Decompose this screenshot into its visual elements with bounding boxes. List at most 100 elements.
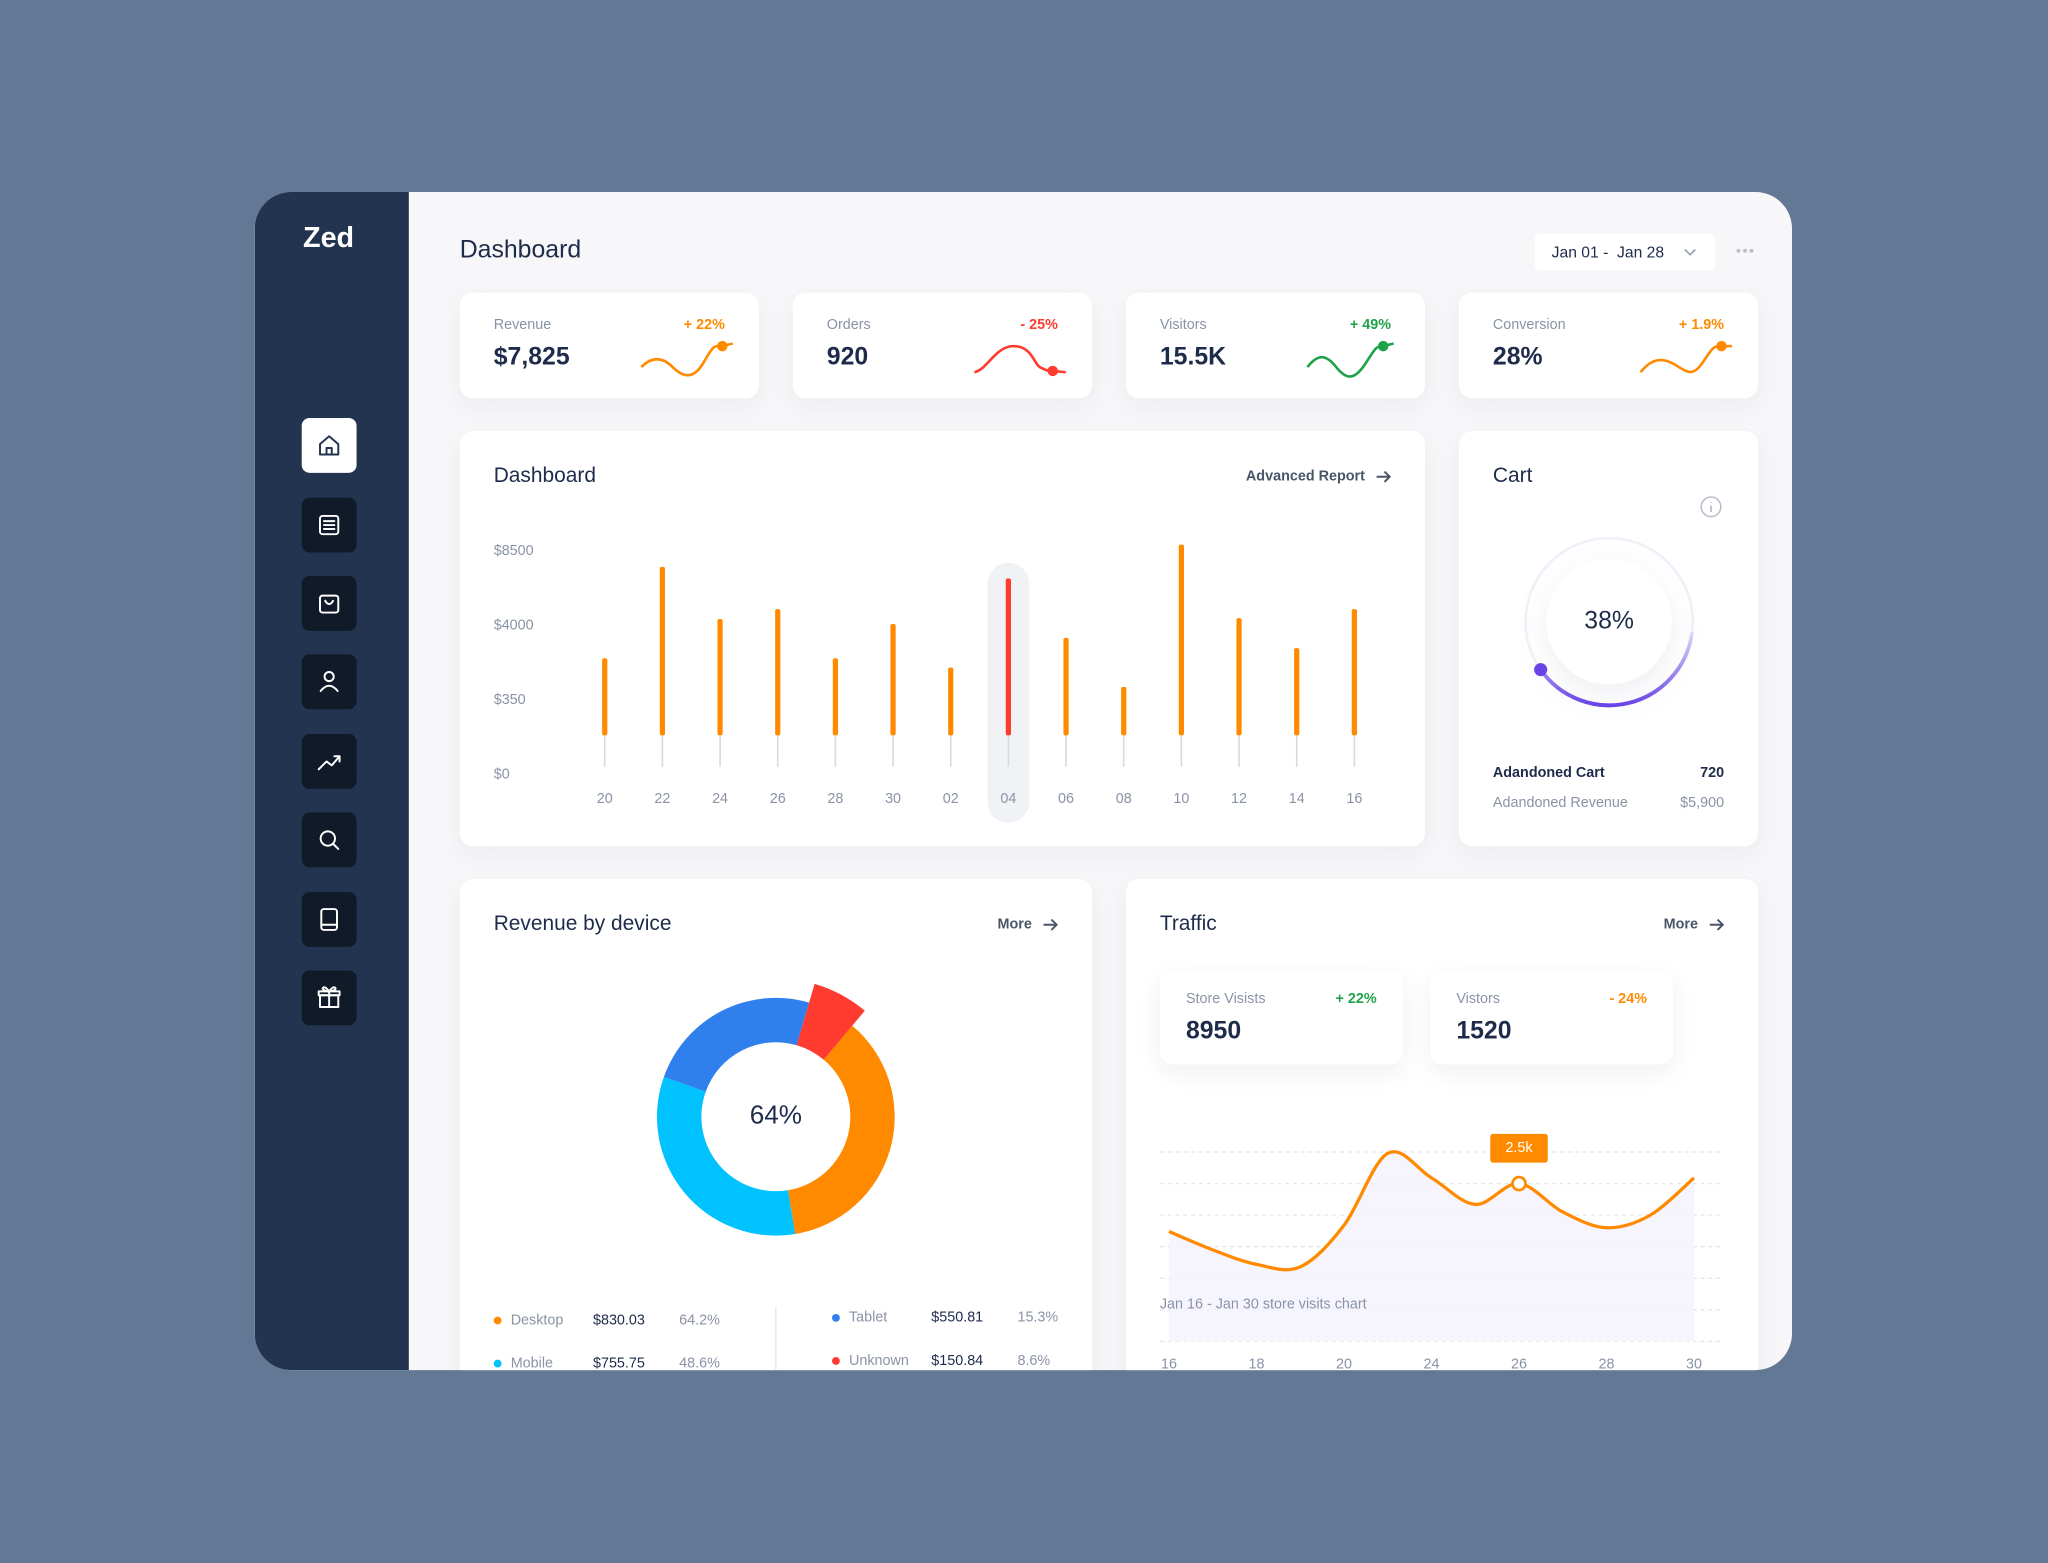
kpi-value: 15.5K [1159,343,1227,371]
more-link[interactable]: More [998,917,1058,933]
kpi-label: Visitors [1159,317,1207,334]
more-link[interactable]: More [1664,917,1725,933]
y-tick-label: $4000 [494,617,534,633]
cart-card: 38% Cart Adandoned Cart 720 Adandoned Reve… [1458,431,1759,847]
x-tick-label: 20 [1336,1357,1352,1370]
legend-share: 8.6% [1017,1353,1050,1369]
icon [319,830,340,850]
sparkline [973,344,1066,377]
nav-shop[interactable] [301,575,357,631]
legend-dot [831,1313,840,1322]
legend-value: $830.03 [593,1312,645,1328]
sparkline-path [1639,344,1732,374]
tooltip-point [1511,1175,1527,1192]
legend-dot [831,1357,840,1365]
x-tick-label: 16 [1161,1357,1177,1370]
icon-shape [320,908,338,931]
sparkline-path [640,342,734,377]
bar [1063,637,1069,736]
cart-row-label: Adandoned Cart [1492,765,1605,782]
kpi-value: 920 [826,343,869,371]
arrow [1709,918,1725,931]
icon-shape [317,755,341,771]
kpi-card: Conversion 28% + 1.9% [1458,292,1759,399]
legend-share: 64.2% [679,1312,720,1328]
sparkline [640,340,734,377]
legend-value: $755.75 [593,1355,645,1370]
arrow [1376,470,1392,483]
stat-card: Vistors - 24% 1520 [1430,970,1674,1065]
stat-value: 1520 [1456,1017,1512,1045]
y-tick-label: $8500 [494,543,534,559]
card-title: Traffic [1159,912,1217,936]
bar [890,623,896,736]
sidebar: Zed [254,191,409,1371]
kpi-change: - 25% [1020,317,1058,334]
bar [948,667,954,736]
donut-segment [787,1025,895,1235]
tooltip-label: 2.5k [1505,1140,1533,1156]
x-tick-label: 14 [1289,791,1305,807]
legend-name: Unknown [849,1353,909,1369]
icon [319,514,340,536]
cart-row-value: 720 [1700,765,1725,782]
x-tick-label: 24 [712,791,728,807]
legend-value: $150.84 [931,1353,983,1369]
kpi-change: + 49% [1349,317,1392,334]
card-title: Revenue by device [493,912,672,936]
chart-subtitle: Jan 16 - Jan 30 store visits chart [1159,1296,1367,1313]
icon-shape [319,514,340,536]
link-text: More [997,916,1032,933]
x-tick-label: 18 [1248,1357,1264,1370]
date-picker[interactable]: Jan 01 - Jan 28 [1534,233,1715,271]
icon-shape [319,435,340,456]
legend-name: Tablet [849,1310,887,1326]
nav-book[interactable] [301,892,357,947]
stat-label: Vistors [1456,991,1500,1008]
nav-list[interactable] [301,497,357,553]
bar [1005,578,1012,736]
kpi-value: $7,825 [493,343,570,371]
x-tick-label: 28 [1599,1357,1615,1370]
nav-user[interactable] [301,654,357,710]
advanced-report-link[interactable]: Advanced Report [1246,469,1392,485]
nav-trend[interactable] [301,734,357,789]
info-icon[interactable] [1699,495,1723,519]
x-tick-label: 22 [654,791,670,807]
bar-chart-card: $0 $350 $4000 $8500 20 22 24 26 28 30 02 04 06 08 10 12… [459,431,1425,847]
kpi-change: + 1.9% [1678,317,1725,334]
stat-value: 8950 [1185,1017,1242,1045]
icon [317,755,341,771]
ring-arc [1538,631,1694,708]
icon-shape [332,842,340,850]
icon-shape [319,830,336,847]
more-menu[interactable] [1735,244,1756,257]
icon-shape [1684,248,1696,256]
stat-label: Store Visists [1185,991,1266,1008]
nav-gift[interactable] [301,970,357,1026]
icon [320,908,338,931]
x-tick-label: 06 [1058,791,1074,807]
kpi-card: Orders 920 - 25% [792,292,1092,399]
app-window: Zed Dashboard Jan 01 - Jan 28 Revenue $7,… [254,191,1792,1371]
bar [717,619,723,736]
nav-search[interactable] [301,812,357,868]
bar [1178,544,1184,736]
ring-label: 38% [1584,607,1634,634]
traffic-card: 16 18 20 24 26 28 30 2.5k Traffic More Jan 16 -… [1125,879,1759,1371]
kpi-label: Orders [826,317,871,334]
sparkline-path [1306,342,1394,378]
x-tick-label: 26 [1511,1357,1527,1370]
icon-shape [1743,248,1747,253]
icon [319,435,340,456]
icon-shape [324,599,335,606]
x-tick-label: 08 [1116,791,1132,807]
x-tick-label: 04 [1000,791,1016,807]
arrow [1043,918,1058,931]
cart-row-label: Adandoned Revenue [1492,795,1628,812]
nav-home[interactable] [301,417,357,473]
icon [317,986,341,1008]
